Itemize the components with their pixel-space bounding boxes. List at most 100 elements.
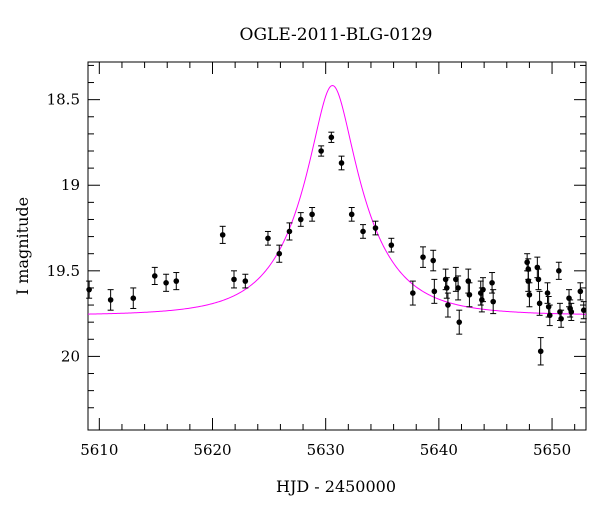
data-point: [151, 266, 158, 286]
point-marker: [163, 280, 169, 286]
data-point: [309, 206, 316, 222]
data-point: [372, 220, 379, 236]
point-marker: [231, 276, 237, 283]
data-point: [526, 282, 533, 308]
data-point: [348, 206, 355, 222]
data-point: [480, 277, 487, 303]
point-marker: [276, 250, 283, 257]
data-point: [130, 287, 137, 309]
point-marker: [546, 312, 553, 319]
point-marker: [86, 286, 92, 293]
data-point: [568, 302, 575, 321]
point-marker: [265, 235, 271, 242]
point-marker: [536, 300, 543, 307]
model-curve: [87, 84, 587, 315]
point-marker: [173, 278, 180, 284]
data-point: [490, 289, 497, 315]
data-point: [328, 131, 335, 143]
data-point: [431, 278, 438, 304]
data-point: [465, 268, 472, 294]
y-tick-label: 18.5: [47, 91, 80, 109]
point-marker: [410, 290, 416, 296]
point-marker: [360, 228, 366, 235]
data-point: [318, 145, 325, 157]
point-marker: [372, 225, 379, 231]
data-point: [537, 337, 544, 366]
point-marker: [297, 216, 304, 223]
plot-frame: [87, 61, 587, 431]
point-marker: [151, 273, 158, 279]
x-tick-labels: 5610 5620 5630 5640 5650: [80, 441, 571, 459]
point-marker: [535, 276, 542, 283]
x-minor-ticks: [121, 62, 576, 430]
point-marker: [348, 211, 355, 218]
y-tick-label: 19.5: [47, 262, 80, 280]
data-point: [360, 224, 367, 239]
data-point: [443, 277, 450, 299]
data-point: [264, 230, 271, 246]
data-point: [544, 282, 551, 304]
point-marker: [431, 288, 438, 295]
data-point: [242, 273, 249, 289]
data-point: [555, 261, 562, 280]
point-marker: [420, 254, 426, 260]
y-tick-label: 20: [61, 347, 80, 365]
point-marker: [524, 259, 530, 266]
point-marker: [568, 309, 575, 315]
data-point: [535, 268, 542, 291]
x-axis-label: HJD - 2450000: [276, 477, 396, 496]
data-point: [577, 282, 584, 301]
point-marker: [544, 290, 551, 296]
point-marker: [556, 268, 562, 274]
point-marker: [242, 278, 249, 284]
point-marker: [490, 298, 496, 305]
point-marker: [456, 319, 463, 325]
point-marker: [537, 348, 544, 355]
data-point: [219, 225, 226, 244]
point-marker: [453, 276, 459, 283]
point-marker: [577, 288, 584, 295]
point-marker: [286, 228, 293, 235]
data-point: [558, 309, 565, 328]
y-tick-label: 19: [61, 176, 80, 194]
point-marker: [480, 286, 486, 293]
major-ticks: [88, 62, 586, 430]
x-tick-label: 5620: [193, 441, 231, 459]
data-point: [231, 270, 238, 289]
point-marker: [309, 211, 315, 218]
point-marker: [466, 291, 473, 298]
data-point: [466, 282, 473, 308]
point-marker: [526, 291, 533, 298]
data-point: [409, 280, 416, 306]
point-marker: [558, 315, 564, 322]
data-point: [286, 222, 293, 241]
point-marker: [455, 285, 461, 291]
x-tick-label: 5630: [307, 441, 345, 459]
point-marker: [338, 160, 345, 166]
point-marker: [328, 134, 335, 141]
y-tick-labels: 18.5 19 19.5 20: [47, 91, 80, 366]
data-point: [107, 289, 114, 311]
point-marker: [107, 297, 114, 303]
data-point: [420, 246, 427, 268]
chart-title: OGLE-2011-BLG-0129: [240, 25, 433, 45]
data-point: [456, 309, 463, 335]
y-minor-ticks: [88, 64, 586, 409]
data-point: [86, 280, 93, 299]
point-marker: [318, 148, 324, 154]
data-point: [534, 256, 541, 279]
data-point: [388, 237, 395, 253]
data-point: [173, 272, 180, 291]
data-point: [430, 249, 437, 272]
point-marker: [388, 242, 395, 248]
data-point: [525, 270, 532, 292]
data-point: [276, 244, 283, 263]
point-marker: [445, 302, 451, 308]
data-point: [338, 155, 345, 171]
x-tick-label: 5650: [533, 441, 571, 459]
point-marker: [430, 257, 437, 264]
x-tick-label: 5610: [80, 441, 118, 459]
y-axis-label: I magnitude: [13, 197, 32, 295]
data-point: [580, 301, 587, 320]
